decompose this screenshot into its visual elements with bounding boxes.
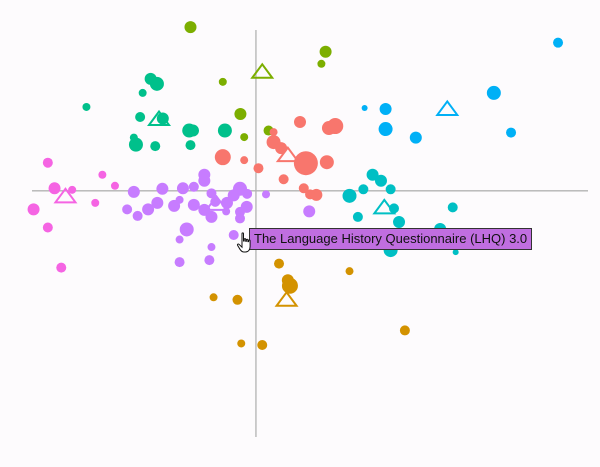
- data-point[interactable]: [240, 133, 249, 142]
- data-point[interactable]: [374, 174, 387, 187]
- data-point[interactable]: [220, 196, 233, 209]
- data-point[interactable]: [298, 183, 309, 194]
- data-point[interactable]: [138, 88, 147, 97]
- centroids-layer: [53, 62, 460, 307]
- data-point[interactable]: [217, 123, 232, 138]
- data-point[interactable]: [399, 325, 410, 336]
- data-point[interactable]: [218, 77, 227, 86]
- data-point[interactable]: [553, 37, 564, 48]
- data-point[interactable]: [156, 182, 169, 195]
- data-point[interactable]: [358, 184, 369, 195]
- data-point[interactable]: [82, 102, 91, 111]
- data-point[interactable]: [319, 45, 332, 58]
- data-point[interactable]: [253, 163, 264, 174]
- data-point[interactable]: [98, 170, 107, 179]
- points-layer: [27, 21, 564, 350]
- data-point[interactable]: [379, 102, 392, 115]
- data-point[interactable]: [447, 202, 458, 213]
- data-point[interactable]: [205, 210, 218, 223]
- cluster-centroid-marker[interactable]: [435, 99, 460, 116]
- data-point[interactable]: [234, 107, 247, 120]
- data-point[interactable]: [185, 140, 196, 151]
- cluster-centroid-marker[interactable]: [275, 145, 300, 163]
- data-point[interactable]: [187, 198, 200, 211]
- data-point[interactable]: [42, 222, 53, 233]
- data-point[interactable]: [352, 211, 363, 222]
- data-point[interactable]: [110, 181, 119, 190]
- data-point[interactable]: [240, 156, 249, 165]
- data-point[interactable]: [150, 141, 161, 152]
- data-point[interactable]: [204, 255, 215, 266]
- data-point[interactable]: [257, 339, 268, 350]
- hover-tooltip: The Language History Questionnaire (LHQ)…: [249, 228, 533, 250]
- data-point[interactable]: [361, 104, 368, 111]
- data-point[interactable]: [198, 174, 211, 187]
- data-point[interactable]: [269, 128, 278, 137]
- data-point[interactable]: [486, 85, 501, 100]
- data-point[interactable]: [345, 267, 354, 276]
- data-point[interactable]: [27, 203, 40, 216]
- data-point[interactable]: [321, 121, 336, 136]
- data-point[interactable]: [342, 188, 357, 203]
- data-point[interactable]: [151, 196, 164, 209]
- data-point[interactable]: [214, 149, 231, 166]
- data-point[interactable]: [132, 210, 143, 221]
- data-point[interactable]: [149, 76, 164, 91]
- cluster-centroid-marker[interactable]: [372, 198, 397, 215]
- data-point[interactable]: [262, 190, 271, 199]
- data-point[interactable]: [378, 122, 393, 137]
- data-point[interactable]: [207, 243, 216, 252]
- data-point[interactable]: [209, 293, 218, 302]
- data-point[interactable]: [168, 199, 181, 212]
- data-point[interactable]: [281, 277, 298, 294]
- data-point[interactable]: [235, 213, 245, 224]
- data-point[interactable]: [228, 230, 239, 241]
- data-point[interactable]: [317, 59, 326, 68]
- data-point[interactable]: [385, 184, 396, 195]
- cluster-centroid-marker[interactable]: [204, 194, 229, 211]
- data-point[interactable]: [293, 151, 318, 176]
- data-point[interactable]: [179, 222, 194, 237]
- data-point[interactable]: [274, 258, 285, 269]
- hand-pointer-icon: [236, 232, 251, 253]
- data-point[interactable]: [409, 131, 422, 144]
- data-point[interactable]: [206, 188, 217, 199]
- data-point[interactable]: [176, 182, 189, 195]
- data-point[interactable]: [42, 157, 53, 168]
- cluster-centroid-marker[interactable]: [250, 62, 275, 79]
- cluster-centroid-marker[interactable]: [147, 109, 172, 127]
- data-point[interactable]: [452, 249, 459, 256]
- data-point[interactable]: [294, 116, 306, 129]
- data-point[interactable]: [303, 205, 316, 218]
- data-point[interactable]: [174, 257, 185, 268]
- data-point[interactable]: [122, 204, 133, 215]
- data-point[interactable]: [135, 112, 146, 123]
- data-point[interactable]: [48, 182, 61, 195]
- data-point[interactable]: [142, 203, 155, 216]
- data-point[interactable]: [56, 262, 67, 273]
- data-point[interactable]: [242, 188, 253, 199]
- data-point[interactable]: [278, 174, 289, 185]
- data-point[interactable]: [506, 127, 517, 138]
- data-point[interactable]: [128, 137, 143, 152]
- data-point[interactable]: [237, 339, 246, 348]
- data-point[interactable]: [91, 198, 100, 207]
- data-point[interactable]: [187, 124, 200, 137]
- cluster-centroid-marker[interactable]: [53, 187, 78, 204]
- data-point[interactable]: [68, 185, 77, 194]
- cluster-centroid-marker[interactable]: [274, 290, 299, 307]
- data-point[interactable]: [232, 294, 243, 305]
- data-point[interactable]: [305, 189, 316, 200]
- data-point[interactable]: [188, 181, 199, 192]
- data-point[interactable]: [127, 185, 140, 198]
- data-point[interactable]: [184, 21, 197, 34]
- data-point[interactable]: [393, 215, 406, 228]
- data-point[interactable]: [175, 235, 184, 244]
- data-point[interactable]: [366, 168, 379, 181]
- data-point[interactable]: [319, 155, 334, 170]
